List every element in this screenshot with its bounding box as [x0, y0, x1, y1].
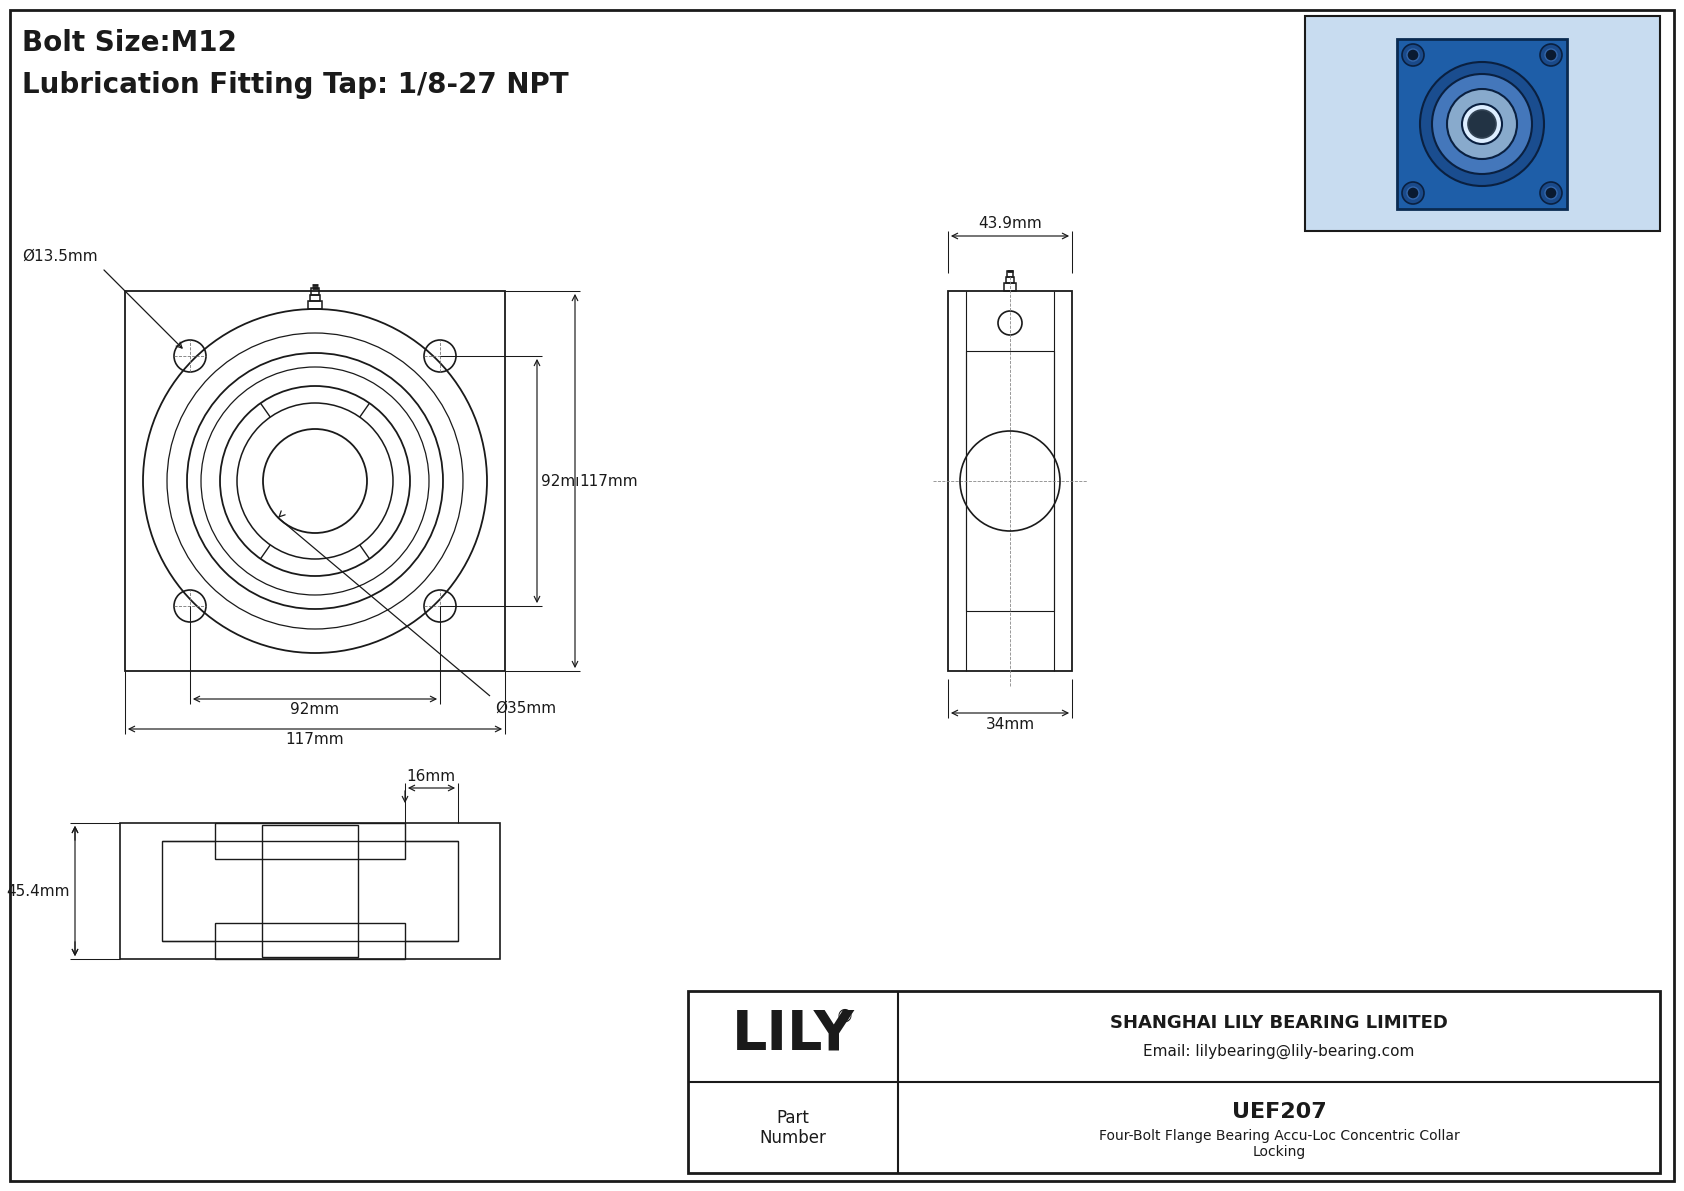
Text: Email: lilybearing@lily-bearing.com: Email: lilybearing@lily-bearing.com — [1143, 1043, 1415, 1059]
Text: Part
Number: Part Number — [759, 1109, 827, 1147]
Bar — [308, 301, 322, 308]
Circle shape — [1544, 187, 1558, 199]
Text: Locking: Locking — [1253, 1145, 1305, 1159]
Circle shape — [1431, 74, 1532, 174]
Text: SHANGHAI LILY BEARING LIMITED: SHANGHAI LILY BEARING LIMITED — [1110, 1014, 1448, 1031]
Text: 92mm: 92mm — [541, 474, 589, 488]
Text: Ø13.5mm: Ø13.5mm — [22, 249, 98, 264]
Text: Bolt Size:M12: Bolt Size:M12 — [22, 29, 237, 57]
Bar — [162, 841, 458, 941]
Bar — [216, 923, 404, 959]
Text: LILY: LILY — [731, 1008, 854, 1062]
Bar — [125, 291, 505, 671]
Bar — [948, 291, 1073, 671]
Bar — [1398, 39, 1568, 208]
Circle shape — [1420, 62, 1544, 186]
Text: UEF207: UEF207 — [1231, 1102, 1327, 1122]
Bar — [263, 825, 359, 958]
Circle shape — [1468, 110, 1495, 138]
Text: Four-Bolt Flange Bearing Accu-Loc Concentric Collar: Four-Bolt Flange Bearing Accu-Loc Concen… — [1098, 1129, 1460, 1143]
Bar — [1005, 278, 1014, 283]
Circle shape — [1403, 44, 1425, 66]
Text: 117mm: 117mm — [286, 732, 344, 747]
Text: 45.4mm: 45.4mm — [7, 884, 71, 898]
Circle shape — [1408, 187, 1420, 199]
Text: 34mm: 34mm — [985, 717, 1034, 732]
Text: ®: ® — [835, 1008, 854, 1025]
Text: 16mm: 16mm — [406, 769, 456, 784]
Text: 117mm: 117mm — [579, 474, 638, 488]
Circle shape — [1447, 89, 1517, 160]
Circle shape — [1539, 182, 1563, 204]
Bar — [310, 295, 320, 301]
Bar — [1305, 15, 1660, 231]
Bar — [216, 823, 404, 859]
Text: 43.9mm: 43.9mm — [978, 216, 1042, 231]
Bar — [120, 823, 500, 959]
Bar — [312, 288, 318, 295]
Circle shape — [1403, 182, 1425, 204]
Circle shape — [1408, 49, 1420, 61]
Bar — [1004, 283, 1015, 291]
Bar — [967, 351, 1054, 611]
Bar — [1007, 272, 1014, 278]
Circle shape — [1462, 104, 1502, 144]
Circle shape — [1539, 44, 1563, 66]
Text: 92mm: 92mm — [290, 701, 340, 717]
Text: Ø35mm: Ø35mm — [495, 701, 556, 716]
Bar — [689, 991, 1660, 1173]
Circle shape — [1544, 49, 1558, 61]
Text: Lubrication Fitting Tap: 1/8-27 NPT: Lubrication Fitting Tap: 1/8-27 NPT — [22, 71, 569, 99]
